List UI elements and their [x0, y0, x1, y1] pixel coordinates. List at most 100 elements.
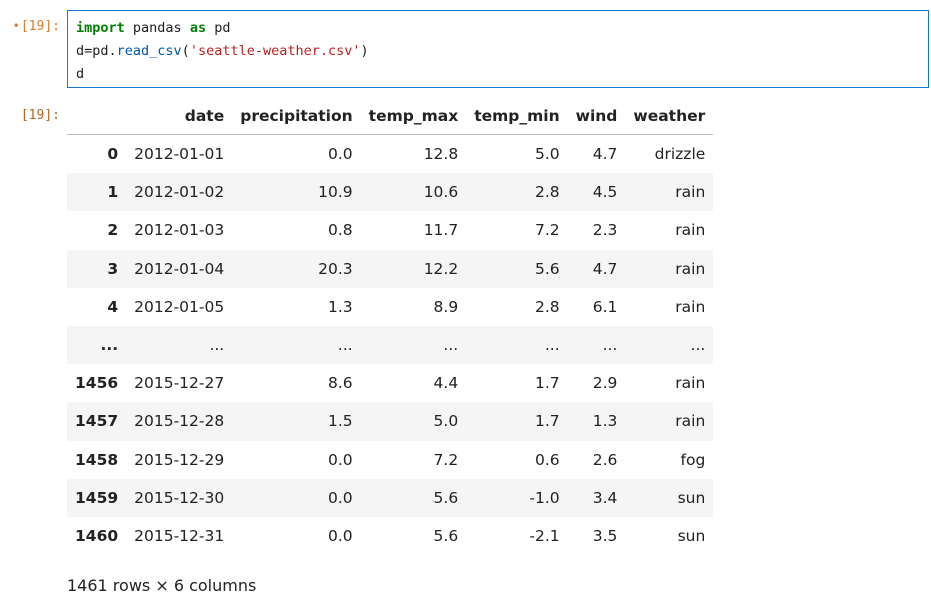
table-cell: 5.6 — [534, 259, 560, 278]
row-index: 1459 — [75, 488, 119, 507]
row-index: ... — [100, 336, 119, 355]
table-row: 1457 2015-12-28 1.5 5.0 1.7 1.3 rain — [67, 402, 714, 441]
table-cell: 4.7 — [592, 145, 618, 164]
table-cell: 2.6 — [592, 450, 618, 469]
input-prompt-label: [19]: — [20, 19, 60, 34]
keyword-import: import — [76, 20, 125, 36]
table-cell: 11.7 — [423, 221, 459, 240]
table-cell: rain — [675, 412, 706, 431]
keyword-as: as — [189, 20, 207, 36]
code-line-2: d=pd.read_csv('seattle-weather.csv') — [76, 43, 369, 59]
table-body: 0 2012-01-01 0.0 12.8 5.0 4.7 drizzle 1 2012-01-… — [67, 135, 714, 556]
table-cell: 8.6 — [328, 374, 353, 393]
table-cell: rain — [675, 221, 706, 240]
dataframe-shape: 1461 rows × 6 columns — [67, 576, 257, 595]
table-cell: -1.0 — [529, 488, 560, 507]
table-cell: 4.4 — [433, 374, 459, 393]
table-cell: 2015-12-29 — [134, 450, 225, 469]
table-cell: 10.9 — [318, 183, 353, 202]
column-header: temp_min — [466, 98, 568, 135]
table-cell: fog — [680, 450, 706, 469]
table-cell: 1.3 — [592, 412, 618, 431]
header-row: date precipitation temp_max temp_min win… — [67, 98, 714, 135]
table-cell: rain — [675, 297, 706, 316]
code-text: pandas — [124, 20, 190, 36]
table-cell: 4.7 — [592, 259, 618, 278]
row-index: 1457 — [75, 412, 119, 431]
table-cell: 2012-01-03 — [134, 221, 225, 240]
column-header: precipitation — [232, 98, 361, 135]
table-cell: 3.5 — [592, 526, 618, 545]
table-row: 2 2012-01-03 0.8 11.7 7.2 2.3 rain — [67, 211, 713, 249]
row-index: 1460 — [75, 526, 119, 545]
table-cell: 7.2 — [433, 450, 459, 469]
table-row: 1460 2015-12-31 0.0 5.6 -2.1 3.5 sun — [67, 517, 713, 555]
table-cell: 0.8 — [328, 221, 353, 240]
table-row: 1456 2015-12-27 8.6 4.4 1.7 2.9 rain — [67, 364, 713, 402]
table-cell: 5.6 — [433, 488, 459, 507]
table-cell: 12.8 — [423, 145, 459, 164]
code-text: d=pd. — [76, 43, 117, 59]
table-cell: 0.6 — [534, 450, 560, 469]
table-cell: ... — [602, 336, 618, 355]
row-index: 1 — [107, 183, 119, 202]
table-cell: drizzle — [654, 145, 706, 164]
table-header: date precipitation temp_max temp_min win… — [67, 98, 714, 135]
code-text: ( — [181, 43, 190, 59]
table-cell: 2.3 — [592, 221, 618, 240]
table-cell: 5.0 — [534, 145, 560, 164]
table-cell: ... — [443, 336, 459, 355]
table-row: 4 2012-01-05 1.3 8.9 2.8 6.1 rain — [67, 288, 713, 326]
row-index: 4 — [107, 297, 119, 316]
table-cell: 2012-01-01 — [134, 145, 225, 164]
row-index: 1458 — [75, 450, 119, 469]
table-cell: 4.5 — [592, 183, 618, 202]
column-header: date — [126, 98, 233, 135]
row-index: 0 — [107, 145, 119, 164]
table-cell: 20.3 — [318, 259, 353, 278]
table-cell: 2015-12-28 — [134, 412, 225, 431]
table-cell: rain — [675, 259, 706, 278]
table-cell: 1.3 — [328, 297, 353, 316]
output-prompt: [19]: — [20, 108, 60, 123]
table-cell: 2015-12-30 — [134, 488, 225, 507]
row-index: 1456 — [75, 374, 119, 393]
table-cell: 2.9 — [592, 374, 618, 393]
table-row: 1459 2015-12-30 0.0 5.6 -1.0 3.4 sun — [67, 478, 714, 517]
table-cell: 2015-12-31 — [134, 526, 225, 545]
table-row: 1458 2015-12-29 0.0 7.2 0.6 2.6 fog — [67, 441, 713, 479]
table-cell: 7.2 — [534, 221, 560, 240]
table-cell: 2.8 — [534, 297, 560, 316]
table-cell: rain — [675, 183, 706, 202]
table-cell: ... — [337, 336, 353, 355]
table-cell: 2012-01-02 — [134, 183, 225, 202]
code-line-1: import pandas as pd — [76, 20, 230, 36]
index-header — [67, 98, 127, 135]
modified-dot: • — [12, 19, 20, 33]
table-cell: 0.0 — [328, 488, 353, 507]
input-prompt: •[19]: — [0, 18, 60, 35]
table-cell: 0.0 — [328, 450, 353, 469]
dataframe-table: date precipitation temp_max temp_min win… — [67, 98, 714, 556]
table-cell: 12.2 — [423, 259, 459, 278]
table-cell: rain — [675, 374, 706, 393]
table-cell: 5.0 — [433, 412, 459, 431]
table-cell: 2012-01-05 — [134, 297, 225, 316]
table-cell: 1.7 — [534, 374, 560, 393]
table-cell: 0.0 — [328, 526, 353, 545]
table-cell: -2.1 — [529, 526, 560, 545]
table-row: 1 2012-01-02 10.9 10.6 2.8 4.5 rain — [67, 173, 714, 212]
column-header: weather — [625, 98, 714, 135]
string-literal: 'seattle-weather.csv' — [189, 43, 361, 59]
table-cell: 1.7 — [534, 412, 560, 431]
table-row: ..................... — [67, 325, 714, 365]
table-cell: 10.6 — [423, 183, 459, 202]
table-cell: sun — [677, 488, 706, 507]
table-cell: 5.6 — [433, 526, 459, 545]
row-index: 3 — [107, 259, 119, 278]
code-cell-editor[interactable]: import pandas as pd d=pd.read_csv('seatt… — [67, 10, 929, 88]
code-text: ) — [360, 43, 369, 59]
table-cell: ... — [209, 336, 225, 355]
table-cell: 8.9 — [433, 297, 459, 316]
table-cell: 2.8 — [534, 183, 560, 202]
